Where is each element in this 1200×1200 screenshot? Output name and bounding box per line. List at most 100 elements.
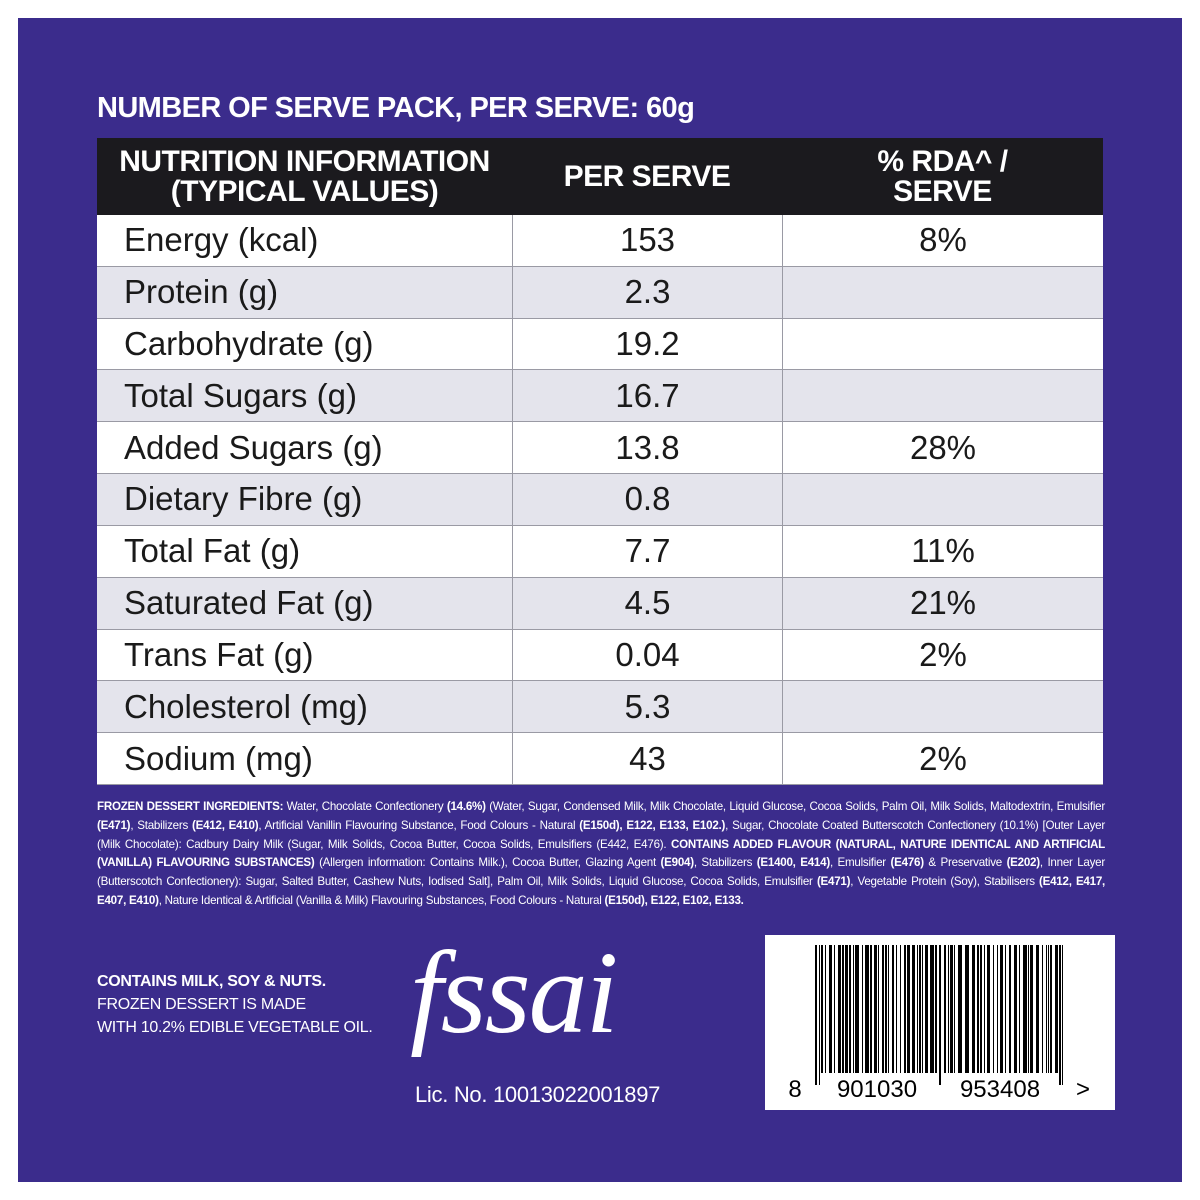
barcode-bar: [892, 945, 894, 1073]
barcode-digit: 8: [788, 1076, 801, 1103]
barcode-bar: [948, 945, 949, 1073]
column-header: % RDA^ / SERVE: [782, 138, 1103, 215]
ingredients: FROZEN DESSERT INGREDIENTS: Water, Choco…: [97, 798, 1105, 911]
barcode-bar: [829, 945, 832, 1073]
table-cell: Total Fat (g): [124, 532, 301, 570]
table-cell: 0.04: [512, 629, 782, 681]
table-cell: 19.2: [512, 318, 782, 370]
barcode-bar: [925, 945, 928, 1073]
table-cell: 21%: [782, 577, 1103, 629]
license-number: Lic. No. 10013022001897: [415, 1082, 661, 1107]
barcode-bar: [977, 945, 979, 1073]
barcode-bar: [919, 945, 921, 1073]
header-line: SERVE: [893, 174, 992, 208]
table-cell: 2%: [782, 629, 1103, 681]
ingredient-text: , Emulsifier: [829, 856, 891, 870]
barcode-bar: [922, 945, 923, 1073]
barcode-bar: [997, 945, 998, 1073]
barcode-bar: [1019, 945, 1020, 1073]
table-cell: 5.3: [512, 681, 782, 733]
barcode-bar: [821, 945, 823, 1073]
ingredient-text: (E476): [890, 856, 925, 870]
header-line: NUTRITION INFORMATION: [119, 144, 490, 178]
table-row: Total Fat (g) 7.7 11%: [97, 525, 1103, 578]
barcode-bar: [853, 945, 854, 1073]
table-cell: Sodium (mg): [124, 739, 313, 777]
ingredient-text: (E150d), E122, E133, E102.): [579, 818, 726, 832]
barcode-bar: [1030, 945, 1033, 1073]
barcode-bar: [834, 945, 835, 1073]
table-row: Carbohydrate (g) 19.2: [97, 318, 1103, 371]
table-row: Protein (g) 2.3: [97, 266, 1103, 319]
barcode-bar: [965, 945, 969, 1073]
barcode-digit: 953408: [960, 1076, 1040, 1103]
table-cell: [782, 318, 1103, 370]
ingredient-text: (E150d), E122, E102, E133.: [604, 893, 744, 907]
ingredient-text: , Inner Layer (Butterscotch Confectioner…: [97, 856, 1105, 889]
table-row: Sodium (mg) 43 2%: [97, 733, 1103, 785]
barcode-bar: [1014, 945, 1017, 1073]
barcode-bar: [1000, 945, 1003, 1073]
ingredient-text: (Water, Sugar, Condensed Milk, Milk Choc…: [485, 800, 1105, 813]
barcode-bar: [1055, 945, 1058, 1073]
barcode-bar: [888, 945, 889, 1073]
table-row: Total Sugars (g) 16.7: [97, 370, 1103, 423]
barcode-bar: [950, 945, 953, 1073]
barcode-bar: [855, 945, 859, 1073]
ingredient-text: , Vegetable Protein (Soy), Stabilisers: [850, 875, 1040, 889]
table-cell: 4.5: [512, 577, 782, 629]
barcode-bar: [896, 945, 897, 1073]
allergen-title: CONTAINS MILK, SOY & NUTS.: [97, 973, 326, 990]
barcode-bar: [984, 945, 985, 1073]
ingredient-text: Water, Chocolate Confectionery: [283, 800, 447, 813]
barcode-bar: [1042, 945, 1043, 1073]
barcode-bar: [972, 945, 975, 1073]
barcode-bar: [1005, 945, 1006, 1073]
barcode-bar: [1050, 945, 1052, 1073]
barcode-bar: [865, 945, 869, 1073]
table-row: Cholesterol (mg) 5.3: [97, 681, 1103, 734]
barcode-bar: [815, 945, 817, 1085]
barcode-bar: [1059, 945, 1061, 1085]
allergen-line: WITH 10.2% EDIBLE VEGETABLE OIL.: [97, 1019, 373, 1036]
table-cell: Carbohydrate (g): [124, 325, 374, 363]
barcode-bar: [1048, 945, 1049, 1073]
barcode-bar: [845, 945, 848, 1073]
table-cell: Added Sugars (g): [124, 428, 383, 466]
barcode-bar: [907, 945, 910, 1073]
table-cell: Cholesterol (mg): [124, 687, 368, 725]
table-cell: Energy (kcal): [124, 221, 319, 259]
barcode-bar: [993, 945, 994, 1073]
barcode-bar: [838, 945, 841, 1073]
barcode-bar: [1036, 945, 1039, 1073]
ingredient-text: (E904): [660, 856, 695, 870]
table-row: Dietary Fibre (g) 0.8: [97, 474, 1103, 526]
table-row: Added Sugars (g) 13.8 28%: [97, 422, 1103, 475]
table-cell: 28%: [782, 422, 1103, 474]
table-row: Saturated Fat (g) 4.5 21%: [97, 577, 1103, 630]
barcode-svg: 8 901030 953408 >: [788, 945, 1090, 1103]
table-cell: 43: [512, 733, 782, 784]
barcode-bar: [1046, 945, 1047, 1073]
ingredient-text: (14.6%): [446, 800, 486, 813]
ingredient-text: (E1400, E414): [756, 856, 830, 870]
barcode-bar: [874, 945, 877, 1073]
barcode-bar: [904, 945, 906, 1073]
barcode-bar: [958, 945, 962, 1073]
barcode-bar: [987, 945, 990, 1073]
ingredient-text: , Nature Identical & Artificial (Vanilla…: [158, 893, 605, 907]
barcode-bar: [819, 945, 820, 1085]
allergen-info: CONTAINS MILK, SOY & NUTS. FROZEN DESSER…: [97, 970, 373, 1039]
header-line: % RDA^ /: [877, 144, 1008, 178]
nutrition-table: NUTRITION INFORMATION (TYPICAL VALUES) PER…: [97, 138, 1103, 785]
ingredient-text: (E412, E410): [192, 818, 259, 832]
ingredient-text: (E471): [97, 818, 131, 832]
table-cell: [782, 370, 1103, 422]
ingredient-text: , Artificial Vanillin Flavouring Substan…: [258, 818, 580, 832]
ingredient-text: , Sugar, Chocolate Coated Butterscotch C…: [97, 818, 1105, 851]
table-cell: 153: [512, 215, 782, 266]
ingredient-text: (E412, E417, E407, E410): [97, 875, 1105, 907]
table-cell: 0.8: [512, 474, 782, 525]
barcode-bar: [849, 945, 851, 1073]
ingredient-text: & Preservative: [923, 856, 1007, 870]
